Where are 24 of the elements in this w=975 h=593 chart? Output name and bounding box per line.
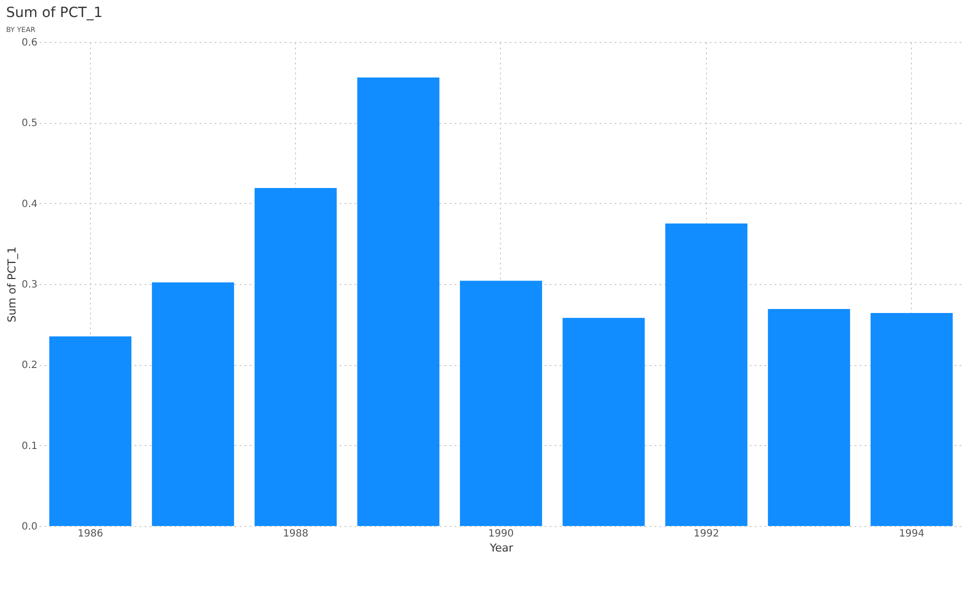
bar [460,280,542,526]
bar [768,309,850,526]
x-axis-title: Year [488,542,514,554]
y-tick-label: 0.4 [22,198,38,210]
bar [357,77,440,526]
y-tick-label: 0.6 [22,38,38,48]
bar [665,224,748,526]
bar [870,313,953,526]
y-tick-label: 0.3 [22,280,38,290]
bar [562,318,645,526]
x-tick-label: 1992 [694,528,720,540]
y-tick-label: 0.0 [22,522,38,532]
chart-title: Sum of PCT_1 [6,5,103,21]
x-tick-label: 1988 [282,528,308,540]
y-tick-label: 0.1 [22,440,38,452]
bar [49,336,132,526]
x-tick-label: 1986 [78,528,104,540]
bar [152,282,234,526]
y-tick-label: 0.2 [22,360,38,372]
y-axis-title: Sum of PCT_1 [6,246,19,322]
y-tick-label: 0.5 [22,118,38,130]
x-tick-label: 1990 [488,528,514,540]
x-tick-label: 1994 [898,528,924,540]
bar [254,188,337,526]
